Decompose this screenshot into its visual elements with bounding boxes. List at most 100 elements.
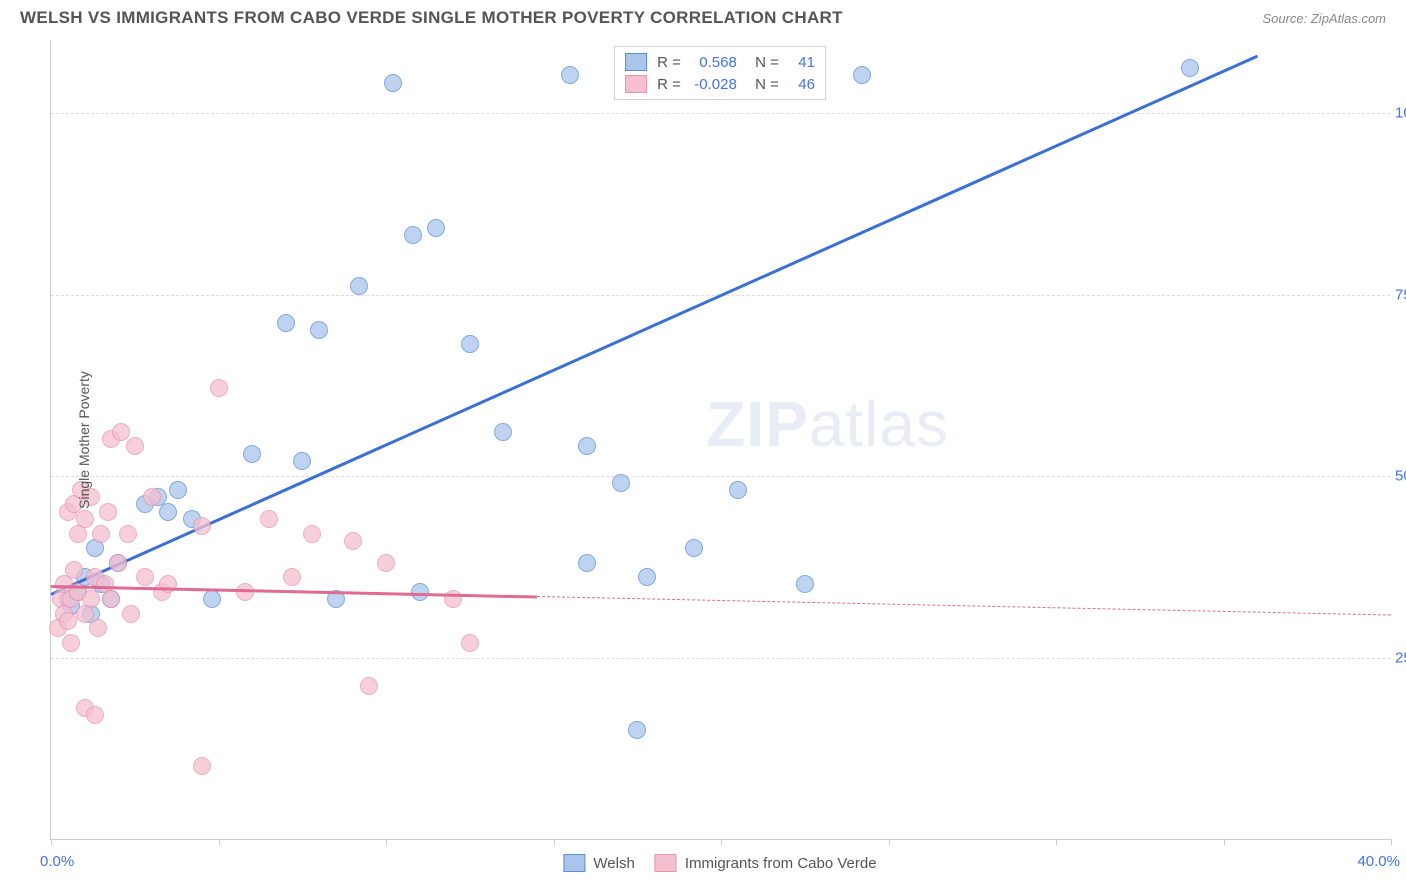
legend-r-value: -0.028 xyxy=(687,76,737,93)
data-point xyxy=(628,721,646,739)
legend-n-value: 41 xyxy=(785,54,815,71)
x-tick xyxy=(219,839,220,845)
data-point xyxy=(136,568,154,586)
plot-area: ZIPatlas 25.0%50.0%75.0%100.0% xyxy=(50,40,1390,840)
grid-line xyxy=(51,476,1390,477)
data-point xyxy=(99,503,117,521)
chart-header: WELSH VS IMMIGRANTS FROM CABO VERDE SING… xyxy=(0,0,1406,32)
data-point xyxy=(360,677,378,695)
data-point xyxy=(210,379,228,397)
legend-series-item: Immigrants from Cabo Verde xyxy=(655,854,877,872)
x-tick xyxy=(554,839,555,845)
legend-series-item: Welsh xyxy=(563,854,634,872)
legend-swatch xyxy=(655,854,677,872)
data-point xyxy=(404,226,422,244)
legend-series-label: Welsh xyxy=(593,855,634,872)
data-point xyxy=(427,219,445,237)
data-point xyxy=(126,437,144,455)
data-point xyxy=(92,525,110,543)
data-point xyxy=(203,590,221,608)
data-point xyxy=(193,517,211,535)
x-tick xyxy=(889,839,890,845)
data-point xyxy=(685,539,703,557)
x-axis-end-label: 40.0% xyxy=(1357,853,1400,870)
legend-series: Welsh Immigrants from Cabo Verde xyxy=(563,854,876,872)
legend-stats-row: R =0.568 N =41 xyxy=(625,51,815,73)
x-tick xyxy=(386,839,387,845)
data-point xyxy=(461,335,479,353)
chart-title: WELSH VS IMMIGRANTS FROM CABO VERDE SING… xyxy=(20,8,843,28)
x-tick xyxy=(1224,839,1225,845)
data-point xyxy=(377,554,395,572)
data-point xyxy=(310,321,328,339)
data-point xyxy=(561,66,579,84)
data-point xyxy=(112,423,130,441)
data-point xyxy=(729,481,747,499)
y-tick-label: 100.0% xyxy=(1395,104,1406,121)
data-point xyxy=(122,605,140,623)
data-point xyxy=(293,452,311,470)
data-point xyxy=(638,568,656,586)
legend-n-label: N = xyxy=(747,76,779,93)
data-point xyxy=(260,510,278,528)
data-point xyxy=(461,634,479,652)
data-point xyxy=(494,423,512,441)
data-point xyxy=(578,437,596,455)
legend-stats-row: R = -0.028 N = 46 xyxy=(625,73,815,95)
data-point xyxy=(612,474,630,492)
data-point xyxy=(86,706,104,724)
legend-swatch xyxy=(563,854,585,872)
data-point xyxy=(344,532,362,550)
data-point xyxy=(303,525,321,543)
legend-swatch xyxy=(625,53,647,71)
x-axis-start-label: 0.0% xyxy=(40,853,74,870)
data-point xyxy=(411,583,429,601)
watermark: ZIPatlas xyxy=(706,387,949,461)
data-point xyxy=(62,634,80,652)
x-tick xyxy=(721,839,722,845)
data-point xyxy=(119,525,137,543)
trend-line xyxy=(537,596,1391,616)
data-point xyxy=(159,503,177,521)
chart-source: Source: ZipAtlas.com xyxy=(1262,11,1386,26)
data-point xyxy=(109,554,127,572)
data-point xyxy=(578,554,596,572)
data-point xyxy=(384,74,402,92)
y-tick-label: 50.0% xyxy=(1395,468,1406,485)
x-tick xyxy=(1391,839,1392,845)
trend-line xyxy=(50,55,1257,595)
data-point xyxy=(76,510,94,528)
data-point xyxy=(243,445,261,463)
y-tick-label: 25.0% xyxy=(1395,650,1406,667)
data-point xyxy=(1181,59,1199,77)
data-point xyxy=(796,575,814,593)
legend-r-label: R = xyxy=(657,76,681,93)
watermark-part2: atlas xyxy=(809,388,949,460)
y-axis-label: Single Mother Poverty xyxy=(76,371,92,509)
legend-n-label: N = xyxy=(747,54,779,71)
y-tick-label: 75.0% xyxy=(1395,286,1406,303)
data-point xyxy=(82,590,100,608)
data-point xyxy=(169,481,187,499)
data-point xyxy=(277,314,295,332)
x-tick xyxy=(1056,839,1057,845)
data-point xyxy=(143,488,161,506)
data-point xyxy=(102,590,120,608)
legend-n-value: 46 xyxy=(785,76,815,93)
grid-line xyxy=(51,113,1390,114)
trend-line xyxy=(51,585,537,598)
data-point xyxy=(89,619,107,637)
data-point xyxy=(159,575,177,593)
watermark-part1: ZIP xyxy=(706,388,809,460)
data-point xyxy=(59,612,77,630)
legend-stats: R =0.568 N =41R =-0.028 N =46 xyxy=(614,46,826,100)
data-point xyxy=(853,66,871,84)
data-point xyxy=(65,561,83,579)
legend-series-label: Immigrants from Cabo Verde xyxy=(685,855,877,872)
legend-swatch xyxy=(625,75,647,93)
grid-line xyxy=(51,658,1390,659)
x-tick xyxy=(51,839,52,845)
legend-r-label: R = xyxy=(657,54,681,71)
data-point xyxy=(193,757,211,775)
data-point xyxy=(283,568,301,586)
